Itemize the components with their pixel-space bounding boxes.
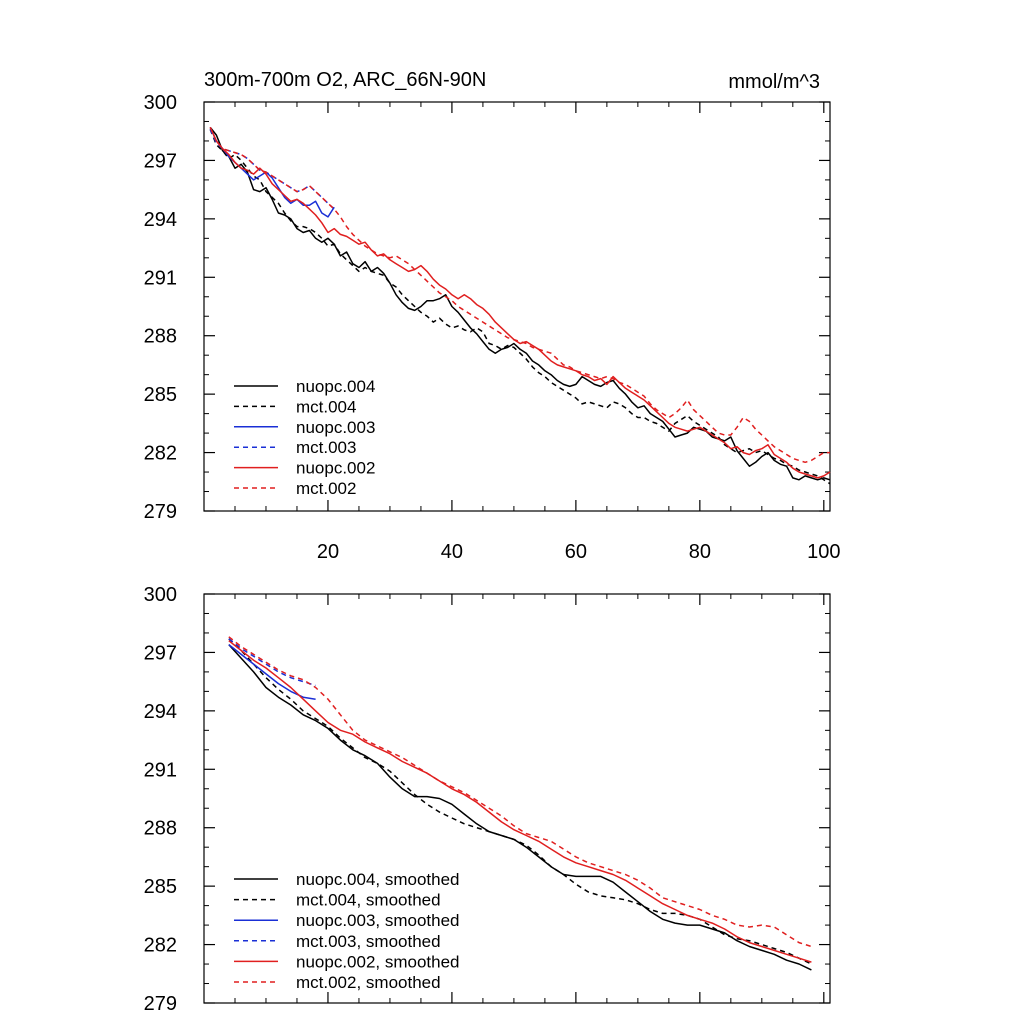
legend-label: mct.002, smoothed: [296, 973, 441, 992]
y-tick-label: 297: [144, 150, 177, 172]
y-tick-label: 285: [144, 876, 177, 898]
chart-title: 300m-700m O2, ARC_66N-90N: [204, 69, 486, 91]
y-tick-label: 279: [144, 501, 177, 523]
y-tick-label: 300: [144, 92, 177, 114]
series-line: [228, 640, 812, 963]
y-tick-label: 282: [144, 935, 177, 957]
x-tick-label: 60: [565, 541, 587, 563]
series-line: [209, 126, 335, 218]
legend-label: nuopc.002, smoothed: [296, 952, 460, 971]
legend-label: mct.004: [296, 397, 356, 416]
series-line: [209, 126, 831, 479]
x-tick-label: 40: [441, 541, 463, 563]
y-tick-label: 300: [144, 584, 177, 606]
legend-label: nuopc.002: [296, 459, 375, 478]
legend-label: mct.003: [296, 438, 356, 457]
y-tick-label: 285: [144, 384, 177, 406]
y-tick-label: 282: [144, 443, 177, 465]
legend-label: nuopc.003: [296, 418, 375, 437]
y-tick-label: 297: [144, 642, 177, 664]
y-tick-label: 294: [144, 701, 177, 723]
legend-label: nuopc.004, smoothed: [296, 870, 460, 889]
legend-label: mct.004, smoothed: [296, 891, 441, 910]
plot-frame: [203, 593, 831, 1004]
series-line: [209, 126, 831, 481]
legend-label: nuopc.003, smoothed: [296, 911, 460, 930]
series-line: [228, 644, 812, 971]
plot-frame: [203, 101, 831, 512]
y-tick-label: 294: [144, 209, 177, 231]
panel-top: 300m-700m O2, ARC_66N-90N mmol/m^3 20 40 6…: [144, 69, 841, 563]
series-line: [228, 636, 812, 948]
series-line: [209, 129, 831, 485]
x-tick-label: 80: [689, 541, 711, 563]
y-tick-label: 288: [144, 818, 177, 840]
y-tick-label: 291: [144, 267, 177, 289]
y-tick-label: 291: [144, 759, 177, 781]
legend-label: mct.002: [296, 479, 356, 498]
series-line: [228, 638, 316, 687]
y-tick-label: 288: [144, 326, 177, 348]
panel-bottom: 279 282 285 288 291 294 297 300 nuopc.004, smoot…: [144, 584, 831, 1015]
units-label: mmol/m^3: [728, 71, 820, 93]
x-tick-label: 20: [317, 541, 339, 563]
legend-label: nuopc.004: [296, 377, 375, 396]
legend-label: mct.003, smoothed: [296, 932, 441, 951]
series-line: [228, 638, 812, 965]
y-tick-label: 279: [144, 993, 177, 1015]
x-tick-label: 100: [807, 541, 840, 563]
